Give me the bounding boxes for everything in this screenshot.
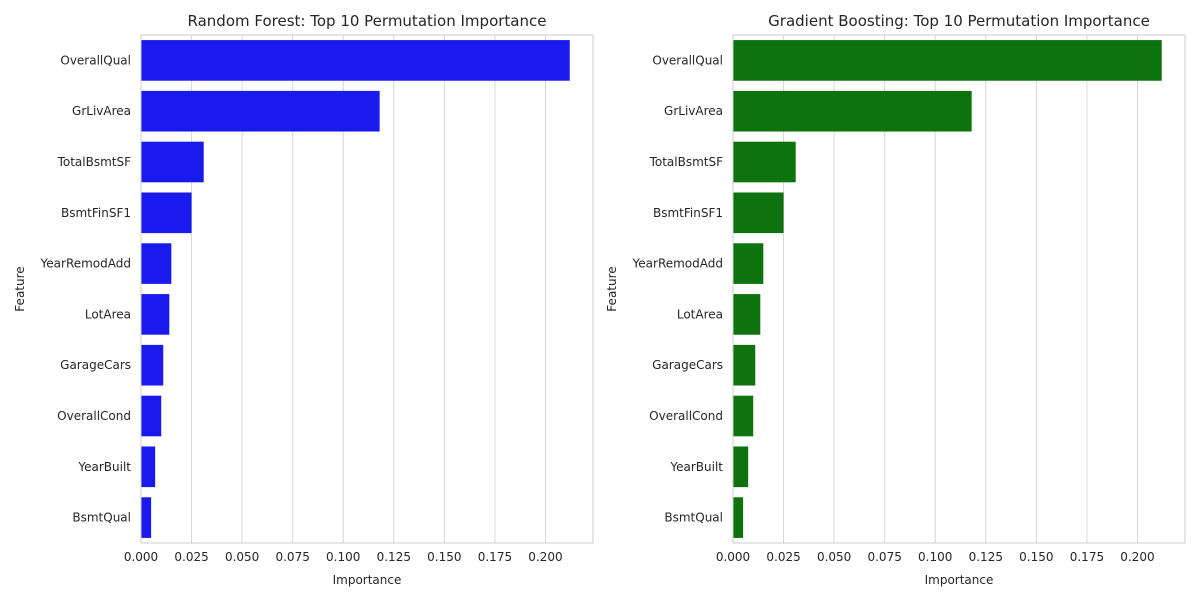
bar — [733, 243, 764, 284]
x-tick-label: 0.050 — [817, 550, 851, 564]
bar — [141, 192, 192, 234]
y-tick-label: YearRemodAdd — [40, 257, 131, 271]
y-tick-label: GarageCars — [60, 358, 131, 372]
bar — [733, 192, 784, 234]
plot-frame — [140, 34, 594, 544]
y-tick-label: YearRemodAdd — [632, 257, 723, 271]
x-tick-label: 0.150 — [427, 550, 461, 564]
y-tick-label: TotalBsmtSF — [57, 155, 132, 169]
x-tick-label: 0.100 — [918, 550, 952, 564]
y-tick-label: BsmtQual — [72, 511, 131, 525]
bar — [733, 395, 754, 437]
x-tick-label: 0.150 — [1019, 550, 1053, 564]
x-tick-label: 0.100 — [326, 550, 360, 564]
bar — [733, 40, 1162, 81]
y-tick-label: GrLivArea — [664, 104, 723, 118]
x-tick-label: 0.075 — [275, 550, 309, 564]
bar — [733, 497, 744, 538]
y-tick-label: LotArea — [677, 307, 723, 321]
bar — [141, 141, 204, 183]
x-tick-label: 0.125 — [969, 550, 1003, 564]
y-tick-label: GrLivArea — [72, 104, 131, 118]
y-tick-label: BsmtQual — [664, 511, 723, 525]
y-tick-label: TotalBsmtSF — [649, 155, 724, 169]
bar — [141, 497, 152, 538]
y-tick-label: OverallQual — [60, 53, 131, 67]
x-tick-label: 0.000 — [716, 550, 750, 564]
chart-title: Random Forest: Top 10 Permutation Import… — [188, 12, 547, 30]
y-tick-label: YearBuilt — [669, 460, 723, 474]
x-tick-label: 0.000 — [124, 550, 158, 564]
y-tick-label: YearBuilt — [77, 460, 131, 474]
y-axis-label: Feature — [13, 266, 27, 311]
x-tick-label: 0.175 — [1070, 550, 1104, 564]
y-tick-label: BsmtFinSF1 — [653, 206, 723, 220]
chart-panel-1: 0.000 0.025 0.050 0.075 0.100 0.125 0.150 0.175… — [13, 12, 594, 587]
bar — [141, 446, 156, 488]
bar — [733, 90, 972, 132]
x-axis-label: Importance — [925, 573, 994, 587]
x-tick-label: 0.075 — [867, 550, 901, 564]
y-tick-label: OverallCond — [649, 409, 723, 423]
bar — [141, 90, 380, 132]
bar — [141, 294, 170, 335]
bar — [733, 344, 756, 386]
y-axis-label: Feature — [605, 266, 619, 311]
bar — [733, 446, 749, 488]
x-tick-label: 0.200 — [1120, 550, 1154, 564]
plot-frame — [732, 34, 1186, 544]
bar — [141, 243, 172, 284]
x-tick-label: 0.200 — [528, 550, 562, 564]
x-tick-label: 0.025 — [174, 550, 208, 564]
x-tick-label: 0.050 — [225, 550, 259, 564]
y-tick-label: OverallQual — [652, 53, 723, 67]
y-tick-label: GarageCars — [652, 358, 723, 372]
x-axis-label: Importance — [333, 573, 402, 587]
bar — [733, 141, 796, 183]
x-tick-label: 0.175 — [478, 550, 512, 564]
chart-title: Gradient Boosting: Top 10 Permutation Im… — [768, 12, 1150, 30]
chart-panel-2: 0.000 0.025 0.050 0.075 0.100 0.125 0.150 0.175… — [605, 12, 1186, 587]
bar — [141, 344, 164, 386]
bar — [141, 395, 162, 437]
y-tick-label: OverallCond — [57, 409, 131, 423]
y-tick-label: BsmtFinSF1 — [61, 206, 131, 220]
x-tick-label: 0.125 — [377, 550, 411, 564]
x-tick-label: 0.025 — [766, 550, 800, 564]
bar — [733, 294, 761, 335]
y-tick-label: LotArea — [85, 307, 131, 321]
bar — [141, 40, 570, 81]
